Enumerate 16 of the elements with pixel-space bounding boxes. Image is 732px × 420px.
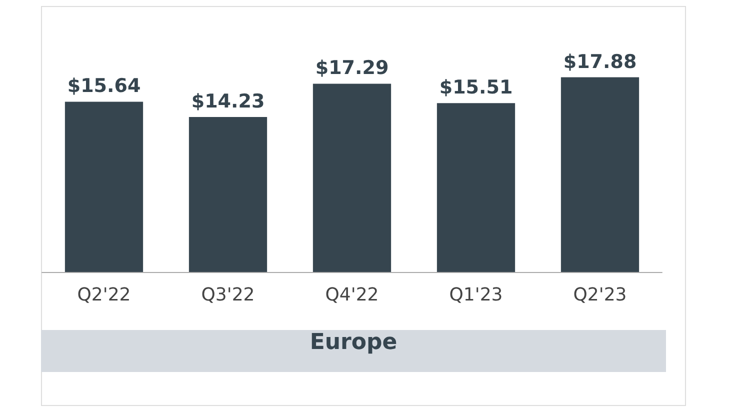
- x-tick-label: Q2'22: [77, 284, 131, 306]
- x-tick-label: Q2'23: [573, 284, 627, 306]
- data-label: $17.29: [315, 57, 389, 80]
- data-label: $17.88: [563, 50, 637, 73]
- x-tick-label: Q1'23: [449, 284, 503, 306]
- bar: [188, 117, 268, 272]
- data-label: $15.64: [67, 75, 141, 98]
- bar: [312, 84, 392, 272]
- x-tick-label: Q4'22: [325, 284, 379, 306]
- bar: [436, 103, 516, 272]
- data-label: $14.23: [191, 90, 265, 113]
- text: Europe: [41, 330, 666, 372]
- bar: [64, 102, 144, 272]
- bar: [560, 77, 640, 272]
- data-label: $15.51: [439, 76, 513, 99]
- x-tick-label: Q3'22: [201, 284, 255, 306]
